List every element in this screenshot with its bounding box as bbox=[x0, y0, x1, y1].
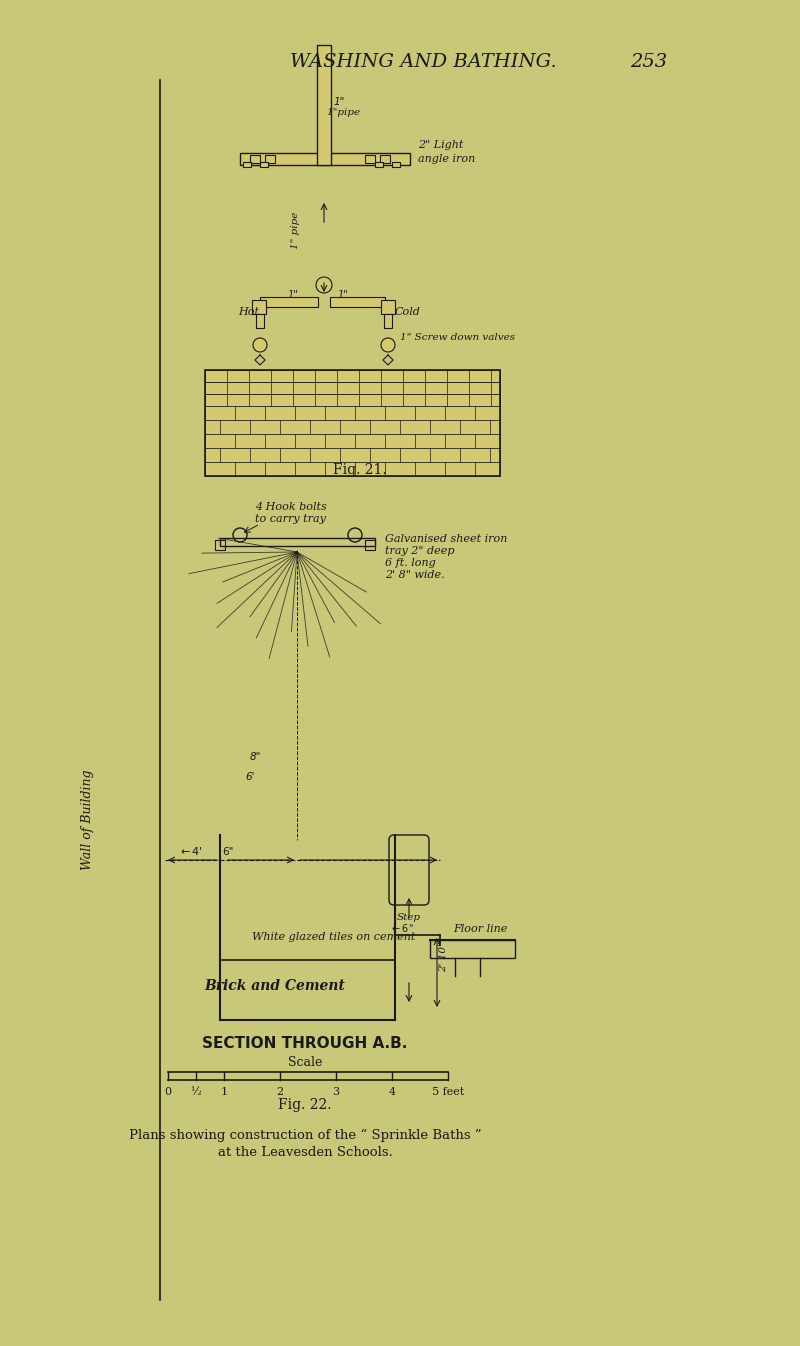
Text: Step: Step bbox=[397, 913, 421, 922]
FancyBboxPatch shape bbox=[205, 406, 500, 420]
FancyBboxPatch shape bbox=[205, 382, 500, 394]
Circle shape bbox=[381, 338, 395, 353]
Text: Galvanised sheet iron: Galvanised sheet iron bbox=[385, 534, 507, 544]
Text: 5 feet: 5 feet bbox=[432, 1088, 464, 1097]
Text: 6 ft. long: 6 ft. long bbox=[385, 559, 436, 568]
Circle shape bbox=[316, 277, 332, 293]
FancyBboxPatch shape bbox=[260, 297, 318, 307]
Text: $\leftarrow$6": $\leftarrow$6" bbox=[390, 922, 414, 934]
FancyBboxPatch shape bbox=[365, 155, 375, 163]
Text: angle iron: angle iron bbox=[418, 153, 475, 164]
Text: Fig. 22.: Fig. 22. bbox=[278, 1098, 332, 1112]
Text: Brick and Cement: Brick and Cement bbox=[205, 979, 346, 993]
Text: 2: 2 bbox=[277, 1088, 283, 1097]
Text: 6": 6" bbox=[222, 847, 234, 857]
FancyBboxPatch shape bbox=[243, 162, 251, 167]
FancyBboxPatch shape bbox=[265, 155, 275, 163]
Text: Floor line: Floor line bbox=[453, 923, 507, 934]
Text: Hot: Hot bbox=[238, 307, 259, 318]
Text: 1: 1 bbox=[221, 1088, 227, 1097]
FancyBboxPatch shape bbox=[381, 300, 395, 314]
Text: 4 Hook bolts: 4 Hook bolts bbox=[255, 502, 326, 511]
Text: 2' 10": 2' 10" bbox=[439, 941, 448, 972]
FancyBboxPatch shape bbox=[317, 44, 331, 166]
FancyBboxPatch shape bbox=[205, 448, 500, 462]
FancyBboxPatch shape bbox=[240, 153, 410, 166]
Text: tray 2" deep: tray 2" deep bbox=[385, 546, 454, 556]
FancyBboxPatch shape bbox=[375, 162, 383, 167]
Text: 1": 1" bbox=[338, 289, 349, 300]
FancyBboxPatch shape bbox=[205, 462, 500, 476]
FancyBboxPatch shape bbox=[384, 314, 392, 328]
FancyBboxPatch shape bbox=[205, 420, 500, 433]
FancyBboxPatch shape bbox=[260, 162, 268, 167]
Text: 1": 1" bbox=[288, 289, 298, 300]
Text: Wall of Building: Wall of Building bbox=[82, 770, 94, 871]
FancyBboxPatch shape bbox=[380, 155, 390, 163]
FancyBboxPatch shape bbox=[256, 314, 264, 328]
FancyBboxPatch shape bbox=[205, 394, 500, 406]
Text: 1" pipe: 1" pipe bbox=[290, 211, 299, 249]
FancyBboxPatch shape bbox=[392, 162, 400, 167]
Text: White glazed tiles on cement: White glazed tiles on cement bbox=[252, 931, 415, 942]
Text: 1": 1" bbox=[333, 97, 344, 106]
Text: to carry tray: to carry tray bbox=[255, 514, 326, 524]
Text: 1" Screw down valves: 1" Screw down valves bbox=[400, 332, 515, 342]
Text: ½: ½ bbox=[190, 1088, 202, 1097]
FancyBboxPatch shape bbox=[205, 433, 500, 448]
Text: WASHING AND BATHING.: WASHING AND BATHING. bbox=[290, 52, 557, 71]
Text: 4: 4 bbox=[389, 1088, 395, 1097]
Text: 1"pipe: 1"pipe bbox=[326, 108, 360, 117]
Text: 253: 253 bbox=[630, 52, 667, 71]
Text: Plans showing construction of the “ Sprinkle Baths ”: Plans showing construction of the “ Spri… bbox=[129, 1128, 482, 1141]
FancyBboxPatch shape bbox=[252, 300, 266, 314]
Text: 3: 3 bbox=[333, 1088, 339, 1097]
Text: Cold: Cold bbox=[395, 307, 421, 318]
Text: 8": 8" bbox=[250, 752, 262, 762]
Text: Fig. 21.: Fig. 21. bbox=[333, 463, 387, 476]
Text: 2" Light: 2" Light bbox=[418, 140, 463, 149]
Text: SECTION THROUGH A.B.: SECTION THROUGH A.B. bbox=[202, 1035, 408, 1050]
FancyBboxPatch shape bbox=[330, 297, 385, 307]
Circle shape bbox=[253, 338, 267, 353]
Text: 6': 6' bbox=[245, 773, 254, 782]
FancyBboxPatch shape bbox=[205, 370, 500, 382]
Text: $\leftarrow$4': $\leftarrow$4' bbox=[178, 845, 202, 857]
FancyBboxPatch shape bbox=[250, 155, 260, 163]
Text: 2' 8" wide.: 2' 8" wide. bbox=[385, 569, 445, 580]
Text: Scale: Scale bbox=[288, 1055, 322, 1069]
Text: 0: 0 bbox=[165, 1088, 171, 1097]
Text: at the Leavesden Schools.: at the Leavesden Schools. bbox=[218, 1147, 393, 1159]
